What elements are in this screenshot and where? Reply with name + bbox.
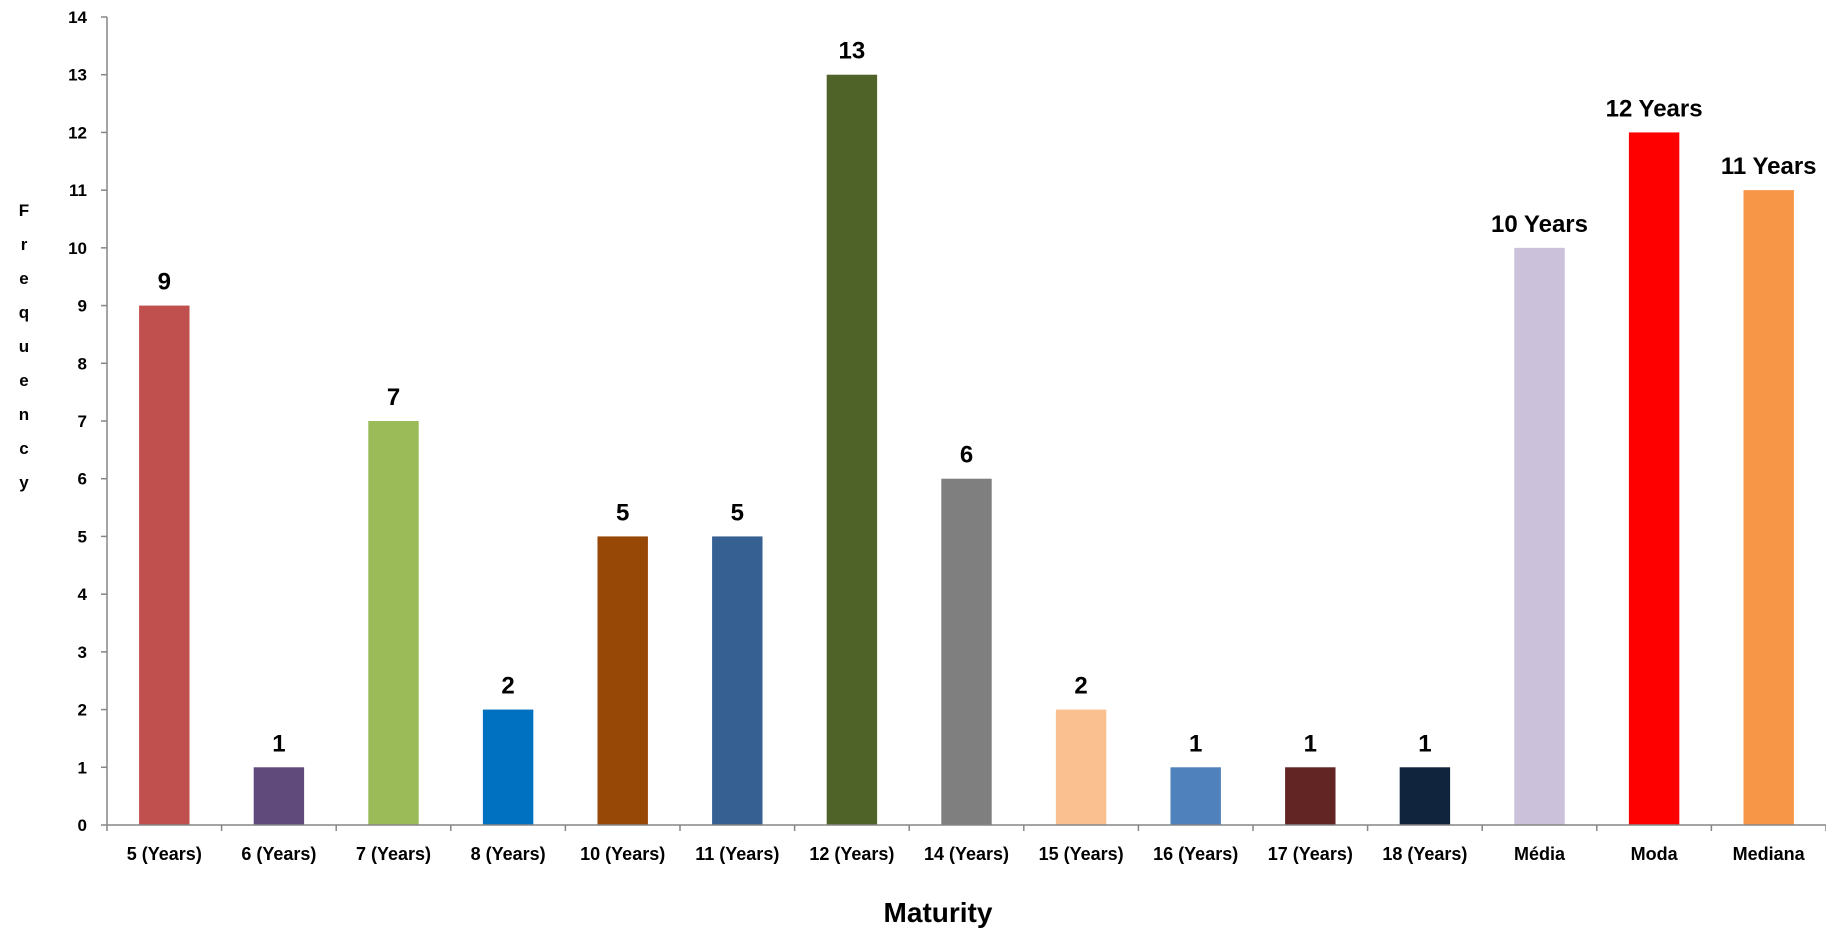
x-tick-label: Moda (1631, 844, 1679, 864)
y-tick-label: 5 (78, 527, 87, 546)
data-label: 10 Years (1491, 211, 1588, 238)
y-tick-label: 1 (78, 758, 87, 777)
data-label: 12 Years (1606, 95, 1703, 122)
x-axis-title: Maturity (884, 897, 993, 928)
x-tick-label: 18 (Years) (1382, 844, 1467, 864)
y-tick-label: 10 (68, 239, 87, 258)
bars (139, 74, 1794, 826)
bar (712, 536, 763, 825)
data-label: 1 (1418, 730, 1431, 757)
bar (1285, 767, 1336, 825)
data-label: 5 (616, 499, 629, 526)
data-label: 1 (1189, 730, 1202, 757)
x-tick-label: 5 (Years) (127, 844, 202, 864)
x-tick-label: 14 (Years) (924, 844, 1009, 864)
bar (1055, 709, 1107, 825)
x-tick-label: 12 (Years) (809, 844, 894, 864)
x-tick-label: 11 (Years) (695, 844, 779, 864)
y-axis-title-letter: n (19, 405, 29, 424)
data-label: 2 (1074, 673, 1087, 700)
data-label: 2 (501, 673, 514, 700)
y-tick-label: 9 (78, 297, 87, 316)
bar (597, 536, 648, 825)
y-tick-label: 12 (68, 123, 87, 142)
y-tick-label: 8 (78, 354, 87, 373)
bar (139, 305, 190, 826)
y-tick-label: 3 (78, 643, 87, 662)
bar (368, 421, 419, 825)
bar (1399, 767, 1451, 825)
bar (941, 478, 992, 825)
y-tick-label: 6 (78, 470, 87, 489)
y-tick-label: 2 (78, 701, 87, 720)
y-tick-label: 14 (68, 8, 87, 27)
x-tick-label: 6 (Years) (241, 844, 316, 864)
y-tick-label: 4 (78, 585, 88, 604)
data-label: 9 (158, 269, 171, 296)
bar (482, 709, 534, 825)
x-tick-label: 15 (Years) (1039, 844, 1124, 864)
y-axis-title-letter: c (19, 439, 28, 458)
y-axis-title-letter: F (19, 201, 29, 220)
y-tick-label: 7 (78, 412, 87, 431)
y-axis-title-letter: q (19, 303, 29, 322)
x-tick-label: 10 (Years) (580, 844, 665, 864)
x-tick-label: 16 (Years) (1153, 844, 1238, 864)
y-tick-label: 13 (68, 66, 87, 85)
y-axis-title-letter: e (19, 371, 28, 390)
bar (1170, 767, 1221, 825)
x-axis-ticks: 5 (Years) 6 (Years) 7 (Years) 8 (Years) 10 (… (106, 825, 1826, 864)
x-tick-label: 8 (Years) (471, 844, 546, 864)
bar (253, 767, 305, 825)
bar (1743, 190, 1794, 826)
y-axis-title-letter: r (21, 235, 28, 254)
bar (826, 74, 878, 825)
data-label: 1 (1304, 730, 1317, 757)
data-label: 6 (960, 442, 973, 469)
x-tick-label: 7 (Years) (356, 844, 431, 864)
x-tick-label: Mediana (1733, 844, 1806, 864)
y-axis-title-letter: y (19, 473, 29, 492)
axes (106, 17, 1826, 826)
bar (1628, 132, 1680, 825)
data-label: 1 (272, 730, 285, 757)
data-labels: 9 1 7 2 5 5 13 6 2 1 1 1 10 Years 12 Years 11 Years (158, 38, 1817, 758)
bar (1514, 247, 1565, 825)
data-label: 11 Years (1721, 153, 1817, 180)
x-tick-label: 17 (Years) (1268, 844, 1353, 864)
x-tick-label: Média (1514, 844, 1566, 864)
data-label: 13 (839, 38, 866, 65)
y-tick-label: 11 (69, 181, 87, 200)
data-label: 7 (387, 384, 400, 411)
y-axis-title-letter: u (19, 337, 29, 356)
data-label: 5 (731, 499, 744, 526)
y-tick-label: 0 (78, 816, 87, 835)
y-axis-title-letter: e (19, 269, 28, 288)
